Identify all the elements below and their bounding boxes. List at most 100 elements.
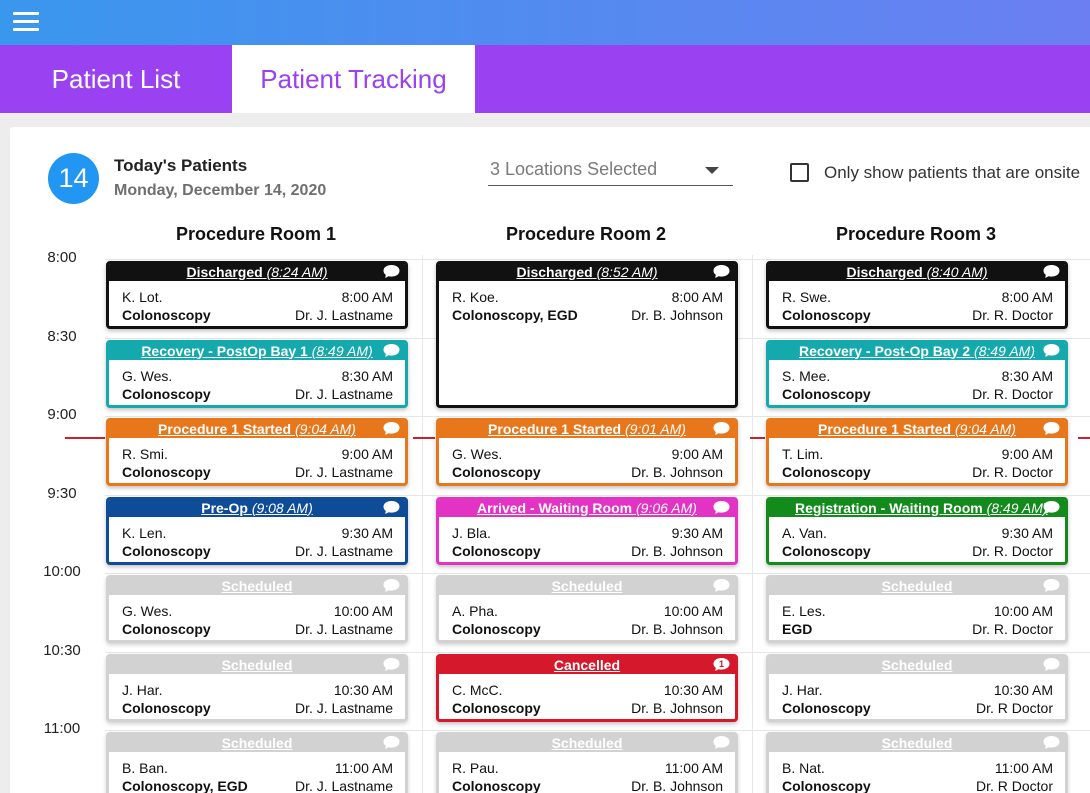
patient-card[interactable]: Recovery - PostOp Bay 1 (8:49 AM) G. Wes.… [106,339,408,408]
time-label: 11:00 [43,720,81,737]
chat-icon[interactable] [382,500,401,515]
card-status: Pre-Op [201,499,248,516]
card-status-bar[interactable]: Scheduled [109,578,405,595]
procedure-name: Colonoscopy [782,464,871,480]
patient-card[interactable]: Procedure 1 Started (9:01 AM) G. Wes. 9:00… [436,418,738,486]
patient-card[interactable]: Pre-Op (9:08 AM) K. Len. 9:30 AM Colonoscop… [106,496,408,565]
appointment-time: 10:00 AM [993,603,1053,619]
chat-count-icon[interactable]: 1 [712,657,731,672]
card-status-bar[interactable]: Scheduled [109,656,405,674]
chat-icon[interactable] [382,735,401,750]
card-status: Procedure 1 Started [488,421,622,437]
procedure-name: Colonoscopy [122,307,211,323]
tab-patient-list[interactable]: Patient List [51,64,181,94]
room-header-3: Procedure Room 3 [835,224,997,244]
chat-icon[interactable] [1042,735,1061,750]
card-status-bar[interactable]: Procedure 1 Started (9:01 AM) [439,421,735,438]
patient-card[interactable]: Procedure 1 Started (9:04 AM) R. Smi. 9:00… [106,418,408,486]
card-status: Procedure 1 Started [818,421,952,437]
appointment-time: 10:00 AM [663,603,723,619]
card-body: J. Har. 10:30 AM Colonoscopy Dr. J. Lastnam… [109,674,405,719]
patient-card[interactable]: Scheduled B. Nat. 11:00 AM Colonoscopy Dr. … [766,732,1068,793]
patient-card[interactable]: Scheduled A. Pha. 10:00 AM Colonoscopy Dr. … [436,575,738,643]
chat-icon[interactable] [1042,343,1061,358]
chat-icon[interactable] [1042,421,1061,436]
chat-icon[interactable] [1042,264,1061,279]
patient-card[interactable]: Scheduled R. Pau. 11:00 AM Colonoscopy Dr. … [436,732,738,793]
patient-card[interactable]: Cancelled 1 C. McC. 10:30 AM Colonoscopy Dr.… [436,653,738,722]
patient-name: J. Har. [122,681,163,698]
patient-card[interactable]: Scheduled J. Har. 10:30 AM Colonoscopy Dr. … [766,653,1068,722]
appointment-time: 11:00 AM [664,760,723,776]
card-status-bar[interactable]: Arrived - Waiting Room (9:06 AM) [439,499,735,517]
onsite-checkbox[interactable] [790,163,809,182]
patient-card[interactable]: Discharged (8:40 AM) R. Swe. 8:00 AM Colono… [766,261,1068,329]
caret-down-icon [705,167,719,174]
card-status-bar[interactable]: Scheduled [769,735,1065,752]
locations-dropdown[interactable]: 3 Locations Selected [488,156,733,186]
card-body: K. Len. 9:30 AM Colonoscopy Dr. J. Lastname [109,517,405,562]
card-status-bar[interactable]: Recovery - PostOp Bay 1 (8:49 AM) [109,342,405,360]
patient-card[interactable]: Registration - Waiting Room (8:49 AM) A. … [766,496,1068,565]
procedure-name: Colonoscopy [782,385,871,402]
card-status-bar[interactable]: Procedure 1 Started (9:04 AM) [769,421,1065,438]
chat-icon[interactable] [712,578,731,593]
card-body: S. Mee. 8:30 AM Colonoscopy Dr. R. Doctor [769,360,1065,405]
chat-icon[interactable] [712,500,731,515]
chat-icon[interactable] [382,421,401,436]
chat-icon[interactable] [712,421,731,436]
card-status-bar[interactable]: Registration - Waiting Room (8:49 AM) [769,499,1065,517]
patient-card[interactable]: Procedure 1 Started (9:04 AM) T. Lim. 9:00… [766,418,1068,486]
patient-name: B. Ban. [122,760,168,776]
card-status-bar[interactable]: Discharged (8:40 AM) [769,264,1065,281]
chat-icon[interactable] [382,657,401,672]
doctor-name: Dr. J. Lastname [294,385,393,402]
chat-icon[interactable] [712,735,731,750]
locations-dropdown-value: 3 Locations Selected [490,159,658,179]
patient-card[interactable]: Arrived - Waiting Room (9:06 AM) J. Bla. 9… [436,496,738,565]
card-body: R. Koe. 8:00 AM Colonoscopy, EGD Dr. B. Joh… [439,281,735,329]
procedure-name: Colonoscopy [452,542,541,559]
patient-name: R. Smi. [122,446,168,462]
patient-card[interactable]: Scheduled B. Ban. 11:00 AM Colonoscopy, EG… [106,732,408,793]
doctor-name: Dr. B. Johnson [631,542,723,559]
patient-name: C. McC. [452,681,503,698]
time-label: 10:30 [43,641,81,659]
chat-icon[interactable] [382,343,401,358]
patient-card[interactable]: Scheduled G. Wes. 10:00 AM Colonoscopy Dr. … [106,575,408,643]
chat-icon[interactable] [382,264,401,279]
card-status-bar[interactable]: Scheduled [769,656,1065,674]
doctor-name: Dr. B. Johnson [631,778,723,793]
patient-card[interactable]: Scheduled E. Les. 10:00 AM EGD Dr. R. Docto… [766,575,1068,643]
card-status-bar[interactable]: Discharged (8:52 AM) [439,264,735,281]
procedure-name: Colonoscopy [782,307,871,323]
chat-icon[interactable] [1042,578,1061,593]
patient-card[interactable]: Recovery - Post-Op Bay 2 (8:49 AM) S. Mee… [766,339,1068,408]
card-status-bar[interactable]: Procedure 1 Started (9:04 AM) [109,421,405,438]
card-status: Recovery - PostOp Bay 1 [141,342,308,359]
patient-name: A. Van. [782,524,827,541]
time-label: 8:00 [47,249,77,266]
card-status-bar[interactable]: Scheduled [439,578,735,595]
appointment-time: 10:30 AM [663,681,723,698]
chat-icon[interactable] [382,578,401,593]
patient-card[interactable]: Discharged (8:24 AM) K. Lot. 8:00 AM Colono… [106,261,408,329]
tab-bar: Patient List Patient Tracking [0,45,1090,113]
card-status-bar[interactable]: Scheduled [769,578,1065,595]
patient-name: G. Wes. [122,367,173,384]
card-status-bar[interactable]: Scheduled [439,735,735,752]
card-status-bar[interactable]: Scheduled [109,735,405,752]
card-status-bar[interactable]: Discharged (8:24 AM) [109,264,405,281]
card-status: Discharged [846,264,923,280]
chat-icon[interactable] [712,264,731,279]
card-status-bar[interactable]: Pre-Op (9:08 AM) [109,499,405,517]
chat-icon[interactable] [1042,500,1061,515]
hamburger-icon[interactable] [13,12,39,32]
card-status-bar[interactable]: Cancelled 1 [439,656,735,674]
procedure-name: Colonoscopy [782,699,871,716]
patient-card[interactable]: Scheduled J. Har. 10:30 AM Colonoscopy Dr. … [106,653,408,722]
tab-patient-tracking[interactable]: Patient Tracking [232,45,475,113]
patient-card[interactable]: Discharged (8:52 AM) R. Koe. 8:00 AM Colono… [436,261,738,408]
chat-icon[interactable] [1042,657,1061,672]
card-status-bar[interactable]: Recovery - Post-Op Bay 2 (8:49 AM) [769,342,1065,360]
